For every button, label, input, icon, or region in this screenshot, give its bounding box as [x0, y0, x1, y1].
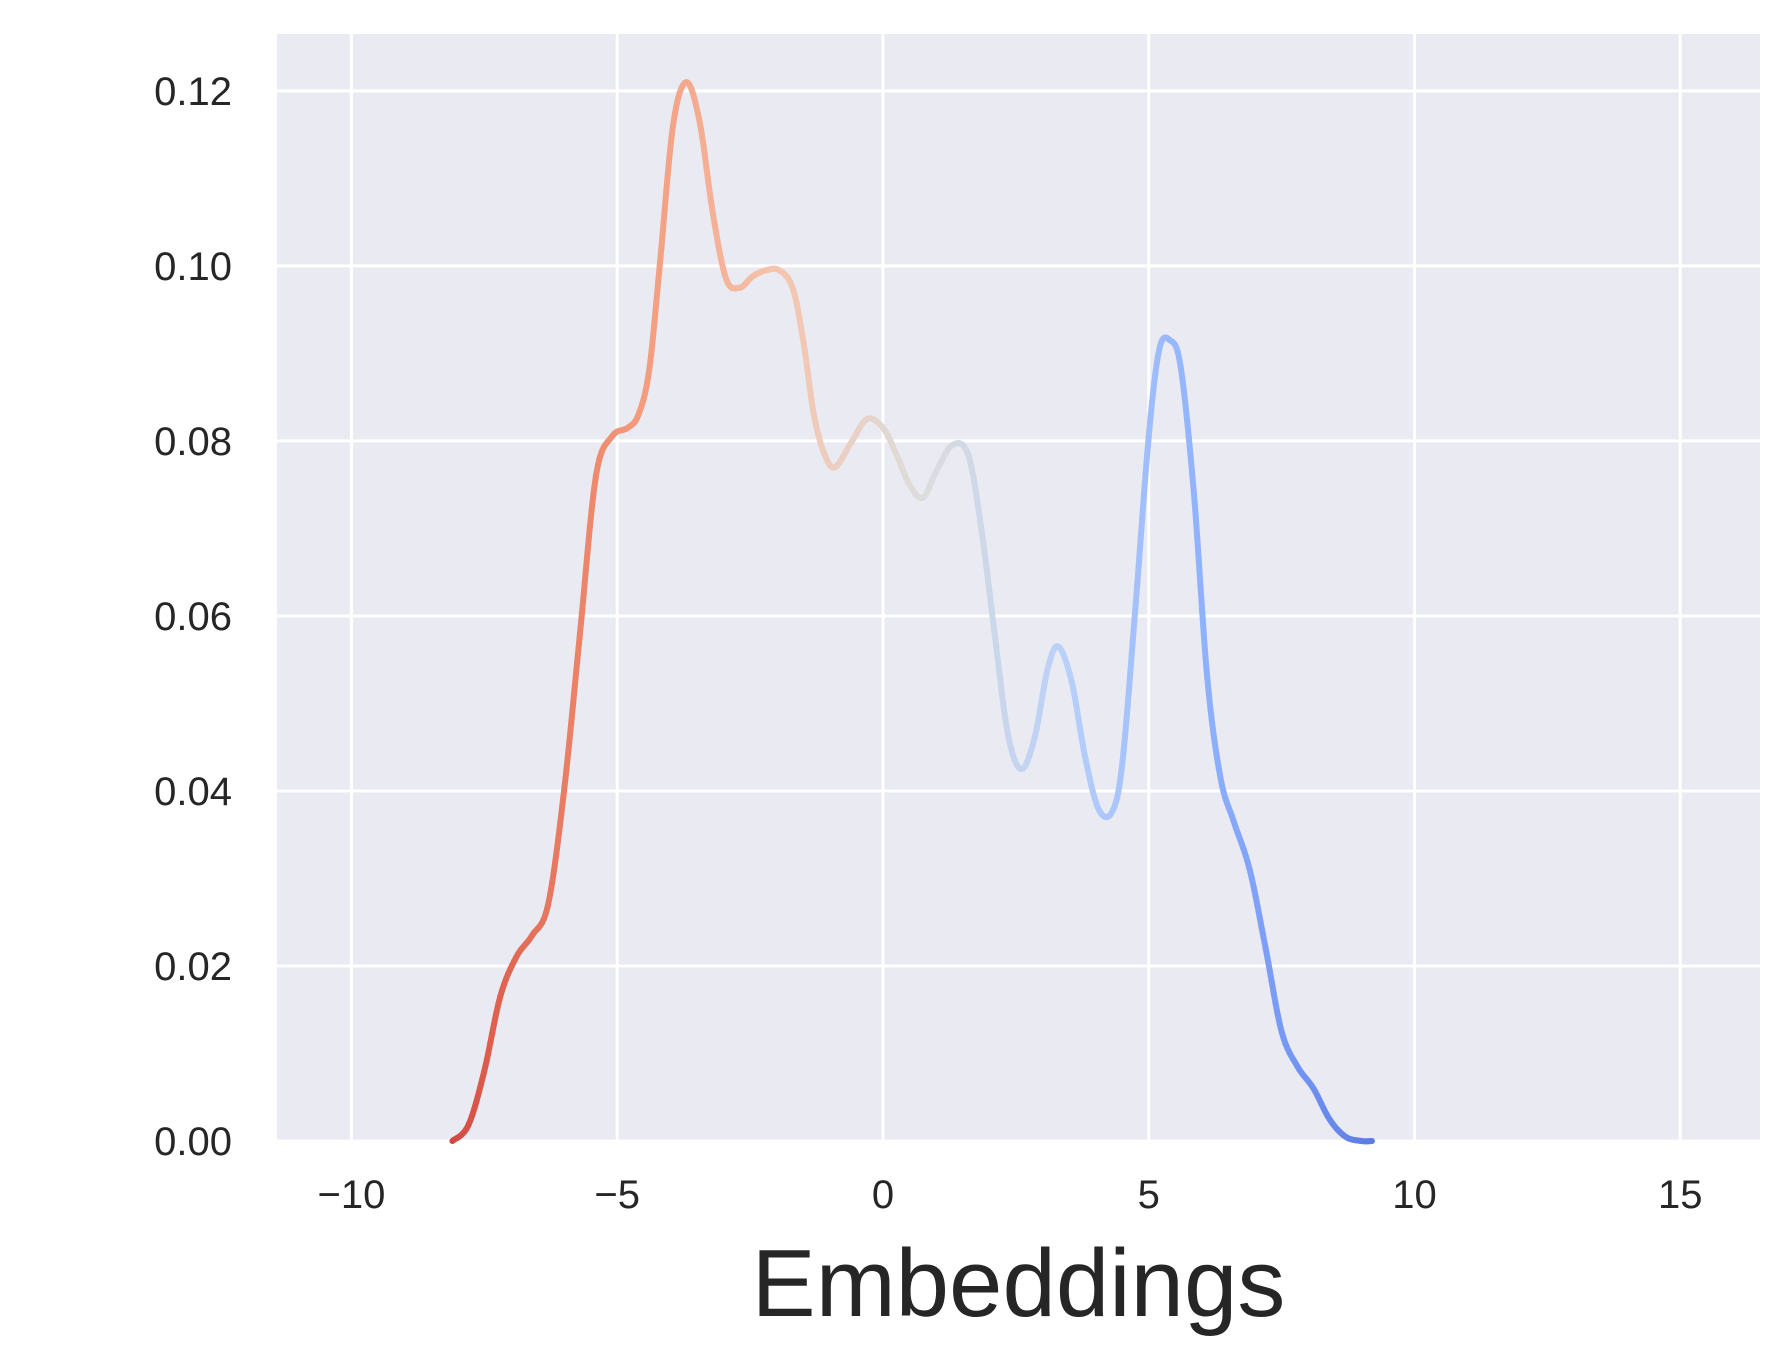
y-tick-label: 0.04 [154, 770, 232, 814]
curve-segment [578, 633, 580, 653]
y-tick-label: 0.00 [154, 1120, 232, 1164]
curve-segment [586, 547, 588, 569]
curve-segment [1196, 514, 1198, 537]
x-axis-ticks: −10 −5 0 5 10 15 [317, 1173, 1702, 1217]
curve-segment [1127, 694, 1129, 715]
curve-segment [1142, 495, 1144, 517]
curve-segment [1144, 474, 1146, 495]
curve-segment [1130, 650, 1132, 672]
curve-segment [1129, 672, 1131, 694]
x-tick-label: −5 [594, 1173, 640, 1217]
y-axis-ticks: 0.00 0.02 0.04 0.06 0.08 0.10 0.12 [154, 70, 232, 1164]
curve-segment [1204, 636, 1206, 658]
x-axis-label: Embeddings [752, 1230, 1286, 1337]
curve-segment [1134, 607, 1136, 628]
y-tick-label: 0.02 [154, 945, 232, 989]
curve-segment [1199, 562, 1201, 587]
curve-segment [584, 569, 586, 591]
y-tick-label: 0.12 [154, 70, 232, 114]
x-tick-label: 10 [1392, 1173, 1437, 1217]
x-tick-label: 0 [872, 1173, 894, 1217]
y-tick-label: 0.06 [154, 595, 232, 639]
curve-segment [572, 694, 574, 715]
curve-segment [1132, 628, 1134, 650]
curve-segment [1194, 493, 1196, 514]
curve-segment [576, 653, 578, 673]
plot-area [277, 34, 1760, 1141]
curve-segment [1135, 586, 1137, 607]
curve-segment [1197, 537, 1199, 562]
x-tick-label: 5 [1138, 1173, 1160, 1217]
curve-segment [588, 526, 590, 547]
x-tick-label: −10 [317, 1173, 385, 1217]
curve-segment [580, 613, 582, 633]
x-tick-label: 15 [1658, 1173, 1703, 1217]
curve-segment [1202, 612, 1204, 636]
curve-segment [1201, 587, 1203, 612]
curve-segment [1141, 517, 1143, 540]
curve-segment [574, 674, 576, 695]
curve-segment [1137, 564, 1139, 586]
curve-segment [570, 715, 572, 735]
curve-segment [1139, 541, 1141, 564]
y-tick-label: 0.10 [154, 245, 232, 289]
curve-segment [582, 591, 584, 613]
y-tick-label: 0.08 [154, 420, 232, 464]
